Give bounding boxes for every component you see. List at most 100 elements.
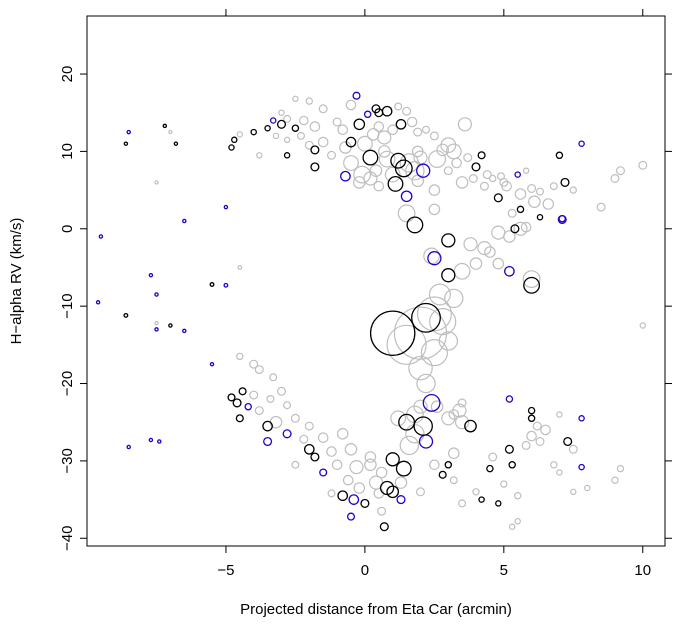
- data-point-219: [584, 484, 591, 492]
- data-point-96: [638, 160, 648, 170]
- data-point-72: [455, 176, 469, 189]
- data-point-124: [209, 361, 215, 367]
- data-point-205: [532, 421, 542, 431]
- data-point-226: [458, 499, 467, 508]
- data-point-66: [436, 143, 449, 157]
- data-point-262: [510, 224, 520, 234]
- data-point-218: [570, 488, 577, 495]
- data-point-202: [505, 395, 514, 403]
- data-point-227: [449, 476, 458, 485]
- data-point-148: [299, 434, 309, 444]
- data-point-3: [305, 97, 313, 105]
- data-point-103: [493, 193, 503, 203]
- data-point-186: [413, 399, 428, 414]
- data-point-11: [353, 118, 366, 131]
- data-point-46: [362, 149, 379, 166]
- data-point-203: [527, 406, 536, 415]
- data-point-229: [438, 470, 447, 479]
- data-point-111: [98, 234, 104, 239]
- data-point-5: [278, 109, 285, 116]
- y-tick-label-3: −10: [59, 293, 76, 318]
- data-point-69: [457, 117, 472, 132]
- y-tick-label-0: −40: [59, 526, 76, 551]
- data-point-159: [364, 458, 377, 472]
- data-point-44: [422, 125, 431, 134]
- data-point-113: [237, 265, 243, 270]
- data-point-145: [282, 429, 292, 439]
- data-point-240: [416, 373, 436, 394]
- data-point-164: [337, 490, 349, 502]
- data-point-210: [568, 444, 578, 454]
- data-point-221: [495, 500, 502, 507]
- y-tick-label-2: −20: [59, 371, 76, 396]
- data-point-37: [363, 110, 372, 119]
- data-point-194: [447, 447, 460, 459]
- data-point-33: [377, 130, 392, 145]
- data-point-133: [238, 387, 247, 396]
- data-point-19: [256, 152, 263, 159]
- y-axis-title: H−alpha RV (km/s): [8, 218, 25, 345]
- data-point-233: [369, 310, 416, 356]
- data-point-110: [182, 218, 187, 224]
- axis-ticks: −5 0 5 10 −40 −30 −20 −10 0 10 20: [59, 9, 672, 579]
- data-point-223: [509, 523, 516, 530]
- data-point-176: [385, 452, 400, 467]
- data-point-247: [427, 251, 442, 266]
- data-point-17: [236, 131, 243, 138]
- data-point-195: [444, 461, 453, 469]
- data-point-242: [428, 283, 451, 306]
- x-tick-label-3: 10: [634, 562, 651, 579]
- data-point-207: [526, 430, 537, 442]
- data-point-157: [319, 468, 328, 477]
- data-point-64: [416, 163, 431, 178]
- data-point-59: [283, 152, 291, 159]
- data-point-248: [441, 233, 456, 248]
- data-point-85: [527, 184, 537, 194]
- data-point-185: [422, 393, 441, 412]
- data-point-239: [420, 339, 448, 367]
- data-point-101: [499, 177, 509, 187]
- data-point-18: [250, 128, 257, 136]
- data-point-20: [264, 124, 271, 132]
- data-point-75: [468, 174, 478, 184]
- data-point-27: [327, 150, 337, 160]
- data-point-151: [326, 446, 337, 457]
- data-point-271: [411, 145, 424, 158]
- data-point-23: [297, 131, 306, 140]
- data-point-224: [472, 488, 480, 496]
- data-point-156: [291, 460, 300, 469]
- data-point-12: [291, 124, 300, 132]
- data-point-86: [535, 187, 544, 196]
- y-tick-label-5: 10: [59, 143, 76, 160]
- data-point-43: [413, 127, 423, 137]
- data-point-169: [386, 485, 400, 499]
- data-point-188: [452, 403, 467, 418]
- data-point-189: [441, 411, 456, 426]
- data-point-58: [310, 162, 320, 172]
- data-point-149: [303, 443, 315, 455]
- data-point-10: [337, 124, 348, 135]
- data-point-28: [339, 141, 352, 154]
- data-point-150: [317, 432, 329, 443]
- data-point-177: [395, 460, 412, 477]
- data-point-9: [332, 117, 342, 127]
- data-point-39: [394, 102, 403, 111]
- data-point-269: [352, 176, 366, 189]
- data-point-91: [555, 151, 564, 160]
- data-point-127: [157, 439, 162, 444]
- data-point-16: [231, 136, 238, 144]
- data-point-61: [387, 175, 404, 192]
- data-point-32: [373, 121, 385, 132]
- data-point-191: [455, 415, 470, 430]
- data-point-222: [514, 518, 521, 525]
- data-point-8: [309, 121, 321, 132]
- data-point-259: [523, 276, 541, 294]
- data-point-73: [443, 166, 453, 176]
- data-point-181: [413, 416, 433, 436]
- data-point-244: [441, 268, 456, 283]
- data-point-76: [471, 162, 481, 172]
- data-point-2: [292, 95, 299, 103]
- data-point-216: [616, 464, 625, 473]
